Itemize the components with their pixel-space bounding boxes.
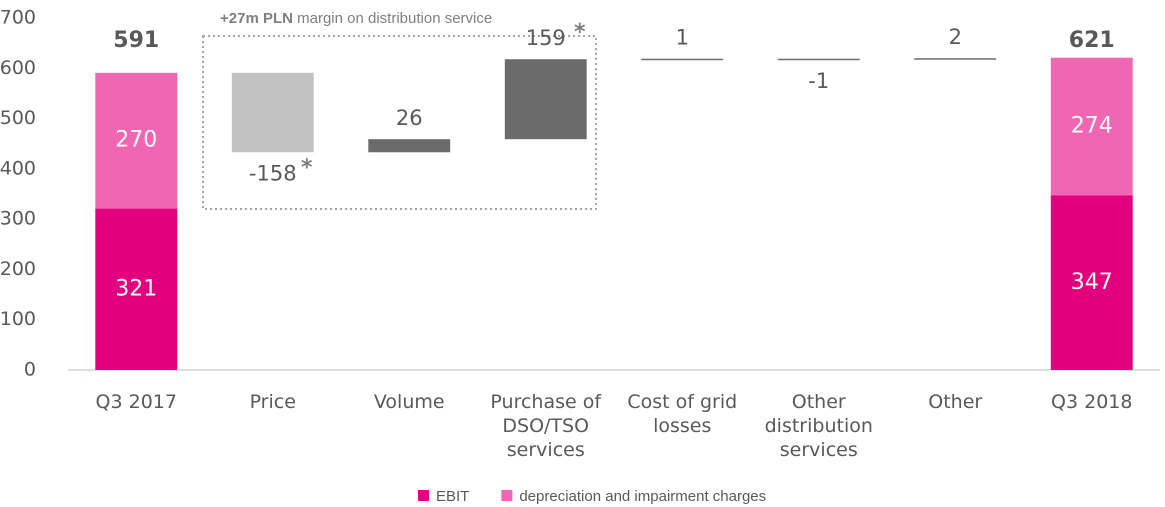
bar-segment xyxy=(1050,57,1133,196)
y-tick-label: 500 xyxy=(0,107,36,129)
annotation-text: margin on distribution service xyxy=(297,10,492,27)
value-note: * xyxy=(301,155,313,180)
bar xyxy=(504,59,587,140)
legend-label: depreciation and impairment charges xyxy=(519,488,766,505)
x-tick-label: Other xyxy=(928,391,982,413)
x-tick-line: Other xyxy=(928,391,982,413)
y-tick-label: 200 xyxy=(0,258,36,280)
total-label: 621 xyxy=(1069,28,1115,53)
bar-segment xyxy=(95,72,178,209)
value-label: 26 xyxy=(396,106,423,130)
x-tick-line: losses xyxy=(653,415,711,437)
annotation: +27m PLN margin on distribution service xyxy=(220,10,492,27)
legend-swatch xyxy=(501,490,513,501)
x-tick-line: services xyxy=(507,439,585,461)
y-tick-label: 400 xyxy=(0,157,36,179)
x-tick-label: Q3 2018 xyxy=(1051,391,1132,413)
x-tick-line: Q3 2018 xyxy=(1051,391,1132,413)
value-label: 2 xyxy=(949,25,962,49)
x-tick-line: Volume xyxy=(374,391,445,413)
value-label: -1 xyxy=(808,69,829,93)
value-note: * xyxy=(574,20,586,45)
x-tick-label: Price xyxy=(250,391,296,413)
segment-label: 270 xyxy=(115,128,157,153)
value-label: -158 xyxy=(249,161,297,185)
segment-label: 347 xyxy=(1071,270,1113,295)
x-tick-label: Q3 2017 xyxy=(96,391,177,413)
bar xyxy=(777,58,860,61)
y-tick-label: 0 xyxy=(24,359,36,381)
x-tick-line: distribution xyxy=(765,415,873,437)
total-label: 591 xyxy=(113,28,159,53)
x-tick-label: Volume xyxy=(374,391,445,413)
bar xyxy=(231,72,314,153)
x-tick-line: DSO/TSO xyxy=(502,415,589,437)
x-tick-label: Other distribution services xyxy=(765,391,873,461)
x-tick-label: Purchase of DSO/TSO services xyxy=(490,391,602,461)
bar xyxy=(368,139,451,153)
legend-swatch xyxy=(418,490,429,501)
bar xyxy=(641,58,724,61)
x-tick-line: Other xyxy=(792,391,846,413)
y-tick-label: 100 xyxy=(0,308,36,330)
bar xyxy=(914,58,997,60)
segment-label: 321 xyxy=(115,276,157,301)
x-tick-line: Q3 2017 xyxy=(96,391,177,413)
y-tick-label: 700 xyxy=(0,7,36,29)
y-tick-label: 300 xyxy=(0,208,36,230)
value-label: 159 xyxy=(526,26,566,50)
y-tick-label: 600 xyxy=(0,57,36,79)
x-tick-line: Purchase of xyxy=(490,391,602,413)
segment-label: 274 xyxy=(1071,114,1113,139)
bar-segment xyxy=(95,208,178,370)
legend-label: EBIT xyxy=(436,488,469,505)
x-tick-line: services xyxy=(780,439,858,461)
annotation-box xyxy=(202,35,597,210)
x-tick-label: Cost of grid losses xyxy=(627,391,737,437)
value-label: 1 xyxy=(676,26,689,50)
x-tick-line: Cost of grid xyxy=(627,391,737,413)
annotation-bold: +27m PLN xyxy=(220,10,293,27)
bar-segment xyxy=(1050,195,1133,370)
x-tick-line: Price xyxy=(250,391,296,413)
